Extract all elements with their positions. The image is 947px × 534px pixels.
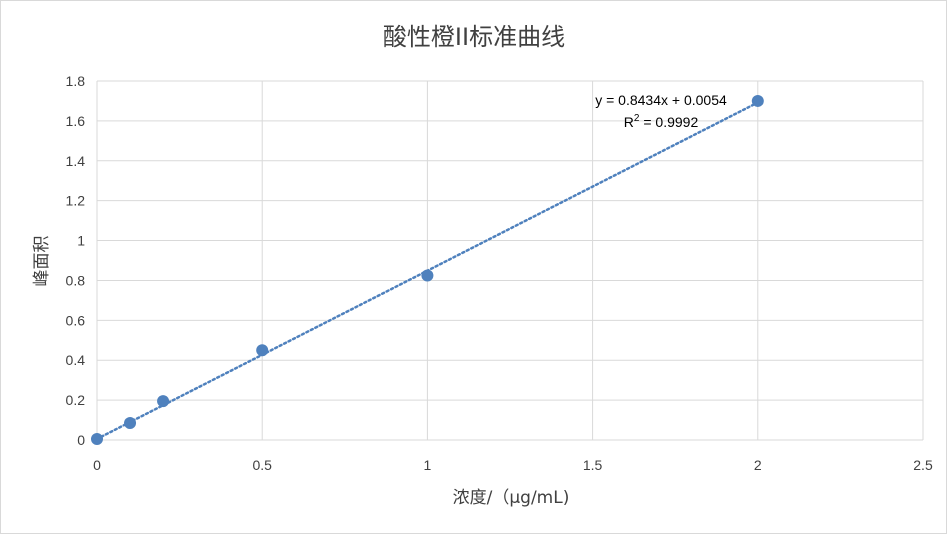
- grid-layer: [96, 80, 924, 441]
- trendline-r2: R2 = 0.9992: [624, 113, 699, 130]
- chart-title: 酸性橙II标准曲线: [383, 23, 565, 51]
- data-point: [91, 433, 103, 446]
- x-tick-label: 2: [754, 457, 762, 473]
- data-points-layer: [91, 94, 764, 446]
- y-tick-label: 1.4: [66, 153, 86, 169]
- y-tick-label: 1: [77, 233, 85, 249]
- r2-value: = 0.9992: [639, 114, 698, 130]
- data-point: [124, 417, 137, 430]
- tick-labels-layer: 0 0.2 0.4 0.6 0.8 1 1.2 1.4 1.6 1.8 0 0.5 1 1.5 2 2.5: [66, 73, 933, 473]
- data-point: [421, 269, 434, 282]
- x-tick-label: 2.5: [913, 457, 933, 473]
- x-tick-label: 0.5: [252, 457, 272, 473]
- x-axis-title: 浓度/（μg/mL): [453, 488, 570, 508]
- trendline-equation: y = 0.8434x + 0.0054: [595, 92, 727, 108]
- y-tick-label: 0.8: [66, 272, 86, 288]
- y-tick-label: 1.2: [66, 193, 86, 209]
- data-point: [256, 344, 269, 357]
- y-tick-label: 0.4: [66, 352, 86, 368]
- y-tick-label: 0.6: [66, 312, 86, 328]
- x-tick-label: 1: [424, 457, 432, 473]
- r2-superscript: 2: [634, 113, 640, 124]
- y-axis-title: 峰面积: [32, 236, 52, 287]
- x-tick-label: 0: [93, 457, 101, 473]
- x-tick-label: 1.5: [583, 457, 603, 473]
- r2-prefix: R: [624, 114, 634, 130]
- y-tick-label: 1.8: [66, 73, 86, 89]
- y-tick-label: 0: [77, 432, 85, 448]
- y-tick-label: 1.6: [66, 113, 86, 129]
- data-point: [157, 395, 170, 408]
- y-tick-label: 0.2: [66, 392, 86, 408]
- data-point: [751, 94, 764, 107]
